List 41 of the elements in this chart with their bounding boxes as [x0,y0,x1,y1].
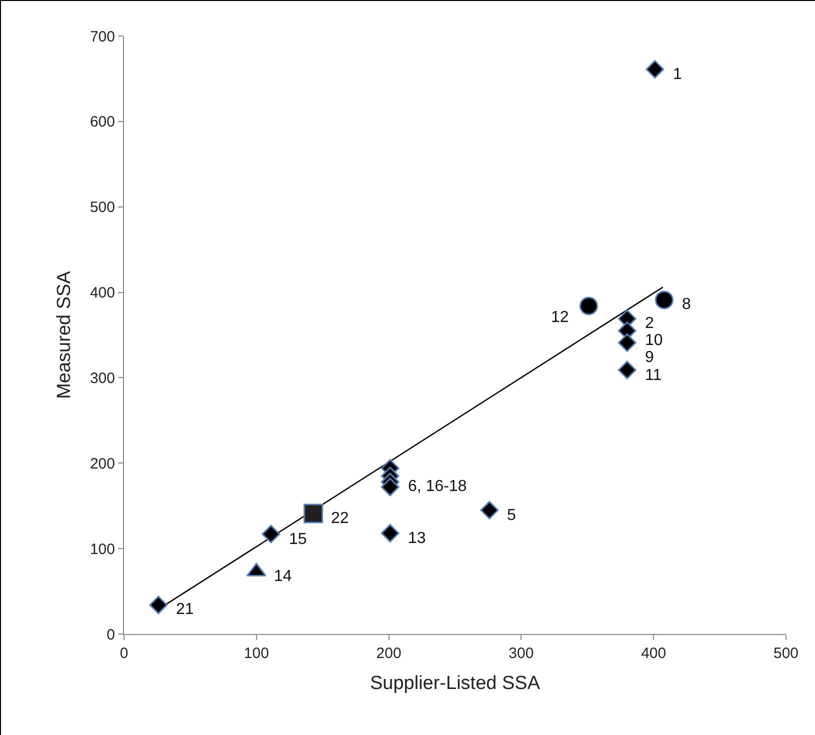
point [149,596,168,614]
point [480,500,499,520]
annotation: 1 [673,66,682,83]
point [304,504,324,524]
point [646,60,664,79]
point [618,333,636,352]
y-tick-label: 100 [90,540,115,558]
y-tick-label: 300 [90,370,115,387]
annotation: 21 [176,601,194,618]
annotation: 10 [645,332,663,349]
point [380,478,400,496]
annotation: 12 [551,309,569,326]
x-tick-label: 500 [773,645,799,662]
point [618,360,636,380]
y-tick-label: 400 [90,284,115,302]
point [262,524,280,544]
annotation: 9 [645,349,654,366]
x-tick-label: 100 [244,645,269,662]
x-tick-label: 0 [120,645,128,662]
annotation: 6, 16-18 [408,478,467,495]
annotation: 22 [331,510,349,527]
annotation: 2 [645,315,654,332]
point [654,290,674,310]
x-tick-label: 200 [376,645,402,662]
y-tick-label: 200 [90,455,115,472]
y-tick-label: 0 [106,626,115,644]
x-tick-label: 400 [641,645,666,662]
y-axis-title: Measured SSA [54,270,75,399]
y-tick-label: 500 [90,199,115,216]
annotation: 15 [289,531,307,548]
annotation: 14 [274,568,292,585]
x-tick-label: 300 [508,645,534,662]
annotation: 8 [682,296,691,313]
annotation: 13 [408,530,426,547]
annotation: 5 [507,507,516,524]
point [380,524,400,542]
y-tick-label: 600 [90,114,115,131]
point [579,296,598,316]
annotation: 11 [645,367,662,384]
x-axis-title: Supplier-Listed SSA [370,672,540,694]
y-tick-label: 700 [90,28,115,46]
